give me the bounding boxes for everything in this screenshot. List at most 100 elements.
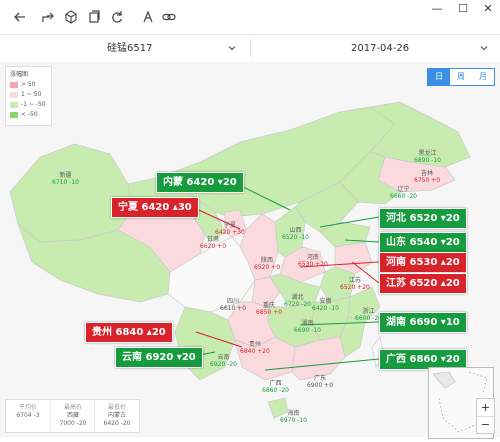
legend-swatch xyxy=(10,81,18,88)
map-area[interactable]: 涨幅图 > 50 1 ~ 50 -1 ~ -50 < -50 日 周 月 黑龙江… xyxy=(0,62,500,439)
province-label: 黑龙江 6890 -10 xyxy=(414,150,441,164)
province-value: 6970 -10 xyxy=(280,417,307,424)
province-label: 陕西 6520 +0 xyxy=(254,257,280,271)
product-select-value: 硅锰6517 xyxy=(107,43,153,54)
province-label: 辽宁 6660 -20 xyxy=(390,186,417,200)
province-name: 甘肃 xyxy=(207,236,220,243)
province-label: 浙江 6600 -20 xyxy=(355,308,382,322)
legend-item: > 50 xyxy=(10,81,36,89)
province-value: 6530 +20 xyxy=(298,261,328,268)
province-label: 吉林 6750 +0 xyxy=(414,170,440,184)
toolbar: — ☐ ✕ xyxy=(0,0,500,34)
legend-item: 1 ~ 50 xyxy=(10,91,41,99)
callout-hebei[interactable]: 河北 6520 ▾20 xyxy=(379,208,467,229)
province-name: 辽宁 xyxy=(397,186,410,193)
province-value: 6850 +0 xyxy=(256,309,283,316)
region-liaoning xyxy=(339,151,401,205)
callout-hunan[interactable]: 湖南 6690 ▾10 xyxy=(379,312,467,333)
province-name: 广西 xyxy=(269,380,282,387)
cube-icon[interactable] xyxy=(64,10,78,24)
legend-label: < -50 xyxy=(21,111,38,118)
province-name: 山西 xyxy=(289,227,302,234)
province-label: 山西 6520 -10 xyxy=(282,227,309,241)
province-value: 6520 +20 xyxy=(340,284,370,291)
province-name: 湖北 xyxy=(291,294,304,301)
link-icon[interactable] xyxy=(162,10,176,24)
province-label: 云南 6920 -20 xyxy=(210,354,237,368)
callout-shandong[interactable]: 山东 6540 ▾20 xyxy=(379,232,467,253)
legend-label: -1 ~ -50 xyxy=(21,101,46,108)
province-name: 湖南 xyxy=(301,320,314,327)
period-day-button[interactable]: 日 xyxy=(428,69,450,85)
province-name: 四川 xyxy=(227,298,240,305)
stat-lowest: 最低价 内蒙古 6420 -20 xyxy=(94,400,139,432)
region-guangdong xyxy=(291,336,346,381)
province-value: 6750 +0 xyxy=(414,177,441,184)
stat-value: 6420 -20 xyxy=(103,420,131,427)
stat-highest: 最高价 西藏 7000 -20 xyxy=(50,400,95,432)
region-xinjiang xyxy=(9,143,133,243)
province-label: 海南 6970 -10 xyxy=(280,410,307,424)
province-name: 陕西 xyxy=(261,257,274,264)
province-label: 广东 6900 +0 xyxy=(307,375,333,389)
region-hainan xyxy=(267,397,289,419)
province-name: 宁夏 xyxy=(223,222,236,229)
province-name: 浙江 xyxy=(362,308,375,315)
province-name: 重庆 xyxy=(263,302,276,309)
share-icon[interactable] xyxy=(41,10,55,24)
period-toggle: 日 周 月 xyxy=(427,68,495,86)
copy-icon[interactable] xyxy=(87,10,101,24)
stat-label: 最低价 xyxy=(107,404,126,411)
product-select[interactable]: 硅锰6517 xyxy=(0,35,249,62)
date-select[interactable]: 2017-04-26 xyxy=(251,35,500,62)
maximize-button[interactable]: ☐ xyxy=(458,2,468,15)
zoom-control: + − xyxy=(476,398,495,434)
chevron-down-icon xyxy=(480,46,488,51)
province-label: 湖北 6720 -20 xyxy=(284,294,311,308)
province-name: 安徽 xyxy=(319,298,332,305)
province-value: 6660 -20 xyxy=(390,193,417,200)
callout-neimeng[interactable]: 内蒙 6420 ▾20 xyxy=(156,172,244,193)
price-stats: 平均价 6704 -3 最高价 西藏 7000 -20 最低价 内蒙古 6420… xyxy=(5,399,140,433)
stat-region: 内蒙古 xyxy=(107,412,126,419)
callout-guangxi[interactable]: 广西 6860 ▾20 xyxy=(379,349,467,370)
refresh-icon[interactable] xyxy=(110,10,124,24)
province-name: 吉林 xyxy=(421,170,434,177)
period-month-button[interactable]: 月 xyxy=(479,72,487,81)
minimize-button[interactable]: — xyxy=(431,2,443,15)
province-label: 贵州 6840 +20 xyxy=(240,341,270,355)
zoom-out-button[interactable]: − xyxy=(480,418,491,431)
province-value: 6610 +0 xyxy=(220,305,247,312)
zoom-in-button[interactable]: + xyxy=(477,399,494,417)
callout-yunnan[interactable]: 云南 6920 ▾20 xyxy=(115,347,203,368)
period-week-button[interactable]: 周 xyxy=(457,72,465,81)
province-label: 四川 6610 +0 xyxy=(220,298,246,312)
province-name: 广东 xyxy=(314,375,327,382)
text-icon[interactable] xyxy=(141,10,155,24)
callout-henan[interactable]: 河南 6530 ▴20 xyxy=(379,252,467,273)
province-value: 6420 +30 xyxy=(215,229,245,236)
province-label: 江苏 6520 +20 xyxy=(340,277,370,291)
province-label: 甘肃 6620 +0 xyxy=(200,236,226,250)
region-chongqing xyxy=(251,276,281,308)
callout-jiangsu[interactable]: 江苏 6520 ▴20 xyxy=(379,273,467,294)
region-jiangsu xyxy=(334,241,373,275)
province-value: 6920 -20 xyxy=(210,361,237,368)
legend: 涨幅图 > 50 1 ~ 50 -1 ~ -50 < -50 xyxy=(5,66,52,126)
back-arrow-icon[interactable] xyxy=(13,10,27,24)
selector-bar: 硅锰6517 2017-04-26 xyxy=(0,34,500,63)
legend-swatch xyxy=(10,91,18,98)
province-label: 湖南 6690 -10 xyxy=(294,320,321,334)
callout-guizhou[interactable]: 贵州 6840 ▴20 xyxy=(85,322,173,343)
region-ningxia xyxy=(224,209,247,238)
legend-item: < -50 xyxy=(10,111,38,119)
callout-ningxia[interactable]: 宁夏 6420 ▴30 xyxy=(111,197,199,218)
stat-value: 7000 -20 xyxy=(59,420,87,427)
province-name: 黑龙江 xyxy=(418,150,437,157)
province-value: 6520 +0 xyxy=(254,264,281,271)
close-button[interactable]: ✕ xyxy=(483,2,493,15)
province-label: 广西 6860 -20 xyxy=(262,380,289,394)
province-value: 6710 -10 xyxy=(52,179,79,186)
stat-label: 平均价 xyxy=(18,404,37,411)
province-value: 6840 +20 xyxy=(240,348,270,355)
